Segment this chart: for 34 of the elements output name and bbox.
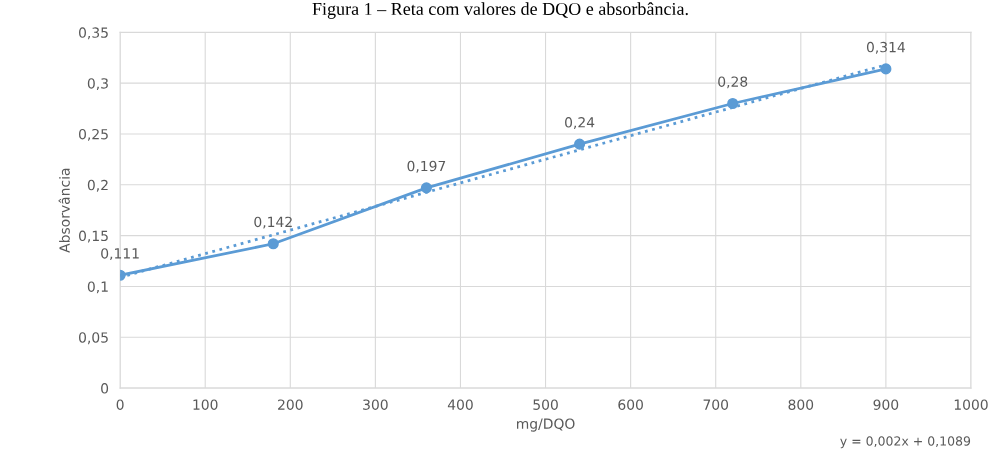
y-tick-label: 0,15 <box>79 230 108 243</box>
y-tick-label: 0,3 <box>87 78 108 91</box>
chart-title: Figura 1 – Reta com valores de DQO e absorbância. <box>312 2 688 19</box>
x-tick-label: 0 <box>116 399 124 410</box>
data-label: 0,111 <box>101 248 139 261</box>
point <box>880 63 892 75</box>
x-tick-label: 100 <box>193 399 218 410</box>
point <box>420 182 432 194</box>
data-label: 0,28 <box>718 76 748 89</box>
x-tick-label: 600 <box>618 399 643 410</box>
x-tick-label: 500 <box>533 399 558 410</box>
y-tick-label: 0,05 <box>79 332 108 345</box>
data-label: 0,142 <box>254 216 292 229</box>
y-tick-label: 0,25 <box>79 128 108 141</box>
point <box>267 238 279 250</box>
x-tick-label: 400 <box>447 399 473 410</box>
data-label: 0,24 <box>565 117 595 129</box>
data-label: 0,314 <box>866 41 905 54</box>
point <box>574 138 586 150</box>
x-tick-label: 800 <box>788 399 814 410</box>
point <box>727 97 739 110</box>
y-tick-label: 0,35 <box>79 27 108 40</box>
y-tick-label: 0 <box>101 383 109 394</box>
x-axis-title: mg/DQO <box>517 418 575 432</box>
data-label: 0,197 <box>407 160 446 173</box>
y-tick-label: 0,2 <box>87 179 108 192</box>
text: y = 0,002x + 0,1089 <box>840 436 971 449</box>
x-tick-label: 700 <box>703 399 729 410</box>
x-tick-label: 200 <box>278 399 303 410</box>
x-tick-label: 1000 <box>954 399 988 410</box>
x-tick-label: 300 <box>363 399 388 410</box>
y-axis-title: Absorvância <box>58 168 70 253</box>
x-tick-label: 900 <box>873 399 899 410</box>
y-tick-label: 0,1 <box>87 281 108 294</box>
